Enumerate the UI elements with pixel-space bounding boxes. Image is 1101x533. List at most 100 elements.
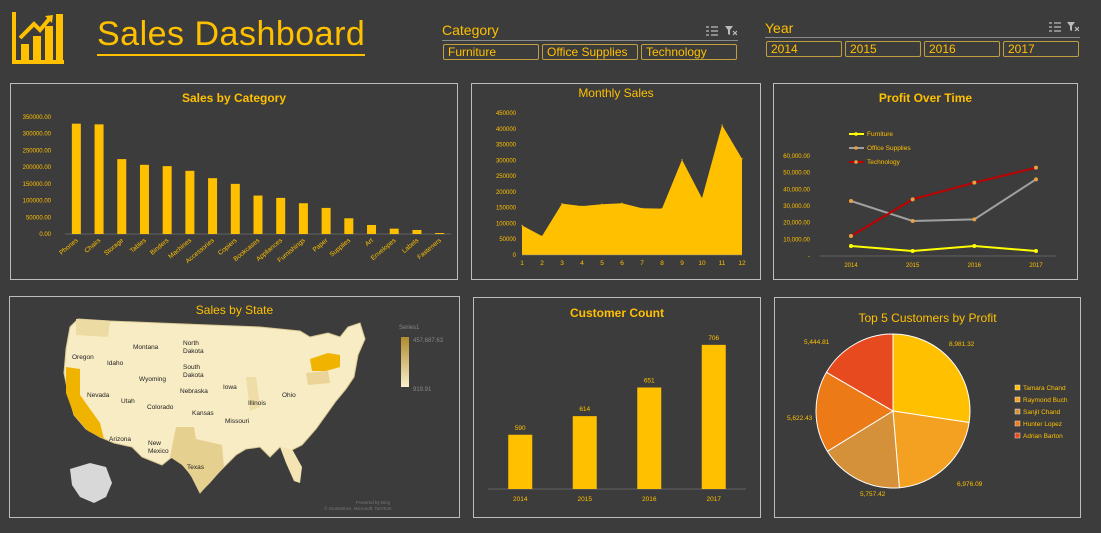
year-option-2015[interactable]: 2015 bbox=[845, 41, 921, 57]
y-tick-label: 300000 bbox=[496, 158, 517, 164]
legend-swatch bbox=[1014, 408, 1021, 415]
top-customers-panel[interactable]: Top 5 Customers by Profit 8,981.32 Tamara… bbox=[774, 297, 1081, 518]
chart-title: Profit Over Time bbox=[878, 91, 973, 105]
pennsylvania-region bbox=[306, 371, 330, 385]
data-point bbox=[721, 124, 723, 126]
data-point bbox=[541, 235, 543, 237]
y-tick-label: 40,000.00 bbox=[783, 187, 810, 193]
area-series bbox=[522, 124, 742, 255]
x-tick-label: Fasteners bbox=[416, 237, 443, 261]
series-line bbox=[850, 166, 1037, 237]
data-label: 651 bbox=[644, 377, 655, 384]
legend-swatch bbox=[1014, 420, 1021, 427]
state-label: Oregon bbox=[72, 354, 94, 361]
category-option-technology[interactable]: Technology bbox=[641, 44, 737, 60]
category-option-office-supplies[interactable]: Office Supplies bbox=[542, 44, 638, 60]
data-point bbox=[661, 208, 663, 210]
x-tick-label: Storage bbox=[103, 237, 125, 257]
legend-label: Office Supplies bbox=[867, 145, 911, 152]
y-tick-label: 20,000.00 bbox=[783, 221, 810, 227]
x-tick-label: 4 bbox=[580, 260, 584, 267]
data-point bbox=[1034, 249, 1038, 253]
data-label: 5,444.81 bbox=[804, 339, 830, 346]
x-tick-label: 2017 bbox=[707, 496, 722, 503]
data-point bbox=[681, 159, 683, 161]
bar bbox=[412, 229, 422, 234]
y-tick-label: 0.00 bbox=[39, 232, 51, 238]
bar bbox=[298, 203, 308, 234]
data-point bbox=[910, 197, 915, 202]
monthly-sales-panel[interactable]: Monthly Sales 450000 400000 350000 300000 25… bbox=[471, 83, 761, 280]
y-tick-label: 100000.00 bbox=[23, 199, 52, 205]
year-option-2016[interactable]: 2016 bbox=[924, 41, 1000, 57]
x-tick-label: Art bbox=[364, 237, 375, 248]
map-attribution: Powered by Bing bbox=[356, 500, 391, 505]
profit-over-time-panel[interactable]: Profit Over Time 60,000.00 50,000.00 40,00… bbox=[773, 83, 1078, 280]
x-tick-label: 3 bbox=[560, 260, 564, 267]
data-point bbox=[972, 244, 977, 248]
legend-marker bbox=[854, 146, 858, 150]
x-tick-label: 7 bbox=[640, 260, 644, 267]
category-slicer: Category Furniture Office Supplies Techn… bbox=[441, 20, 741, 64]
data-label: 590 bbox=[515, 425, 526, 432]
y-tick-label: 50000.00 bbox=[26, 215, 52, 221]
bar bbox=[230, 183, 240, 234]
top-customers-pie: 8,981.32 Tamara Chand 6,976.09 Raymond Buch… bbox=[787, 333, 1068, 498]
legend-label: Sanjit Chand bbox=[1023, 409, 1061, 416]
pie-slice bbox=[825, 333, 894, 412]
year-option-2014[interactable]: 2014 bbox=[766, 41, 842, 57]
bar bbox=[701, 344, 726, 489]
x-tick-label: 5 bbox=[600, 260, 604, 267]
bar bbox=[185, 170, 195, 234]
legend-label: Hunter Lopez bbox=[1023, 421, 1062, 428]
data-point bbox=[1034, 177, 1038, 182]
x-tick-label: 12 bbox=[738, 260, 746, 267]
x-tick-label: 2016 bbox=[642, 496, 657, 503]
category-option-furniture[interactable]: Furniture bbox=[443, 44, 539, 60]
y-tick-label: 400000 bbox=[496, 127, 517, 133]
alaska-shape bbox=[70, 463, 112, 503]
bar bbox=[637, 387, 662, 489]
bar bbox=[139, 164, 149, 234]
x-tick-label: 2014 bbox=[513, 496, 528, 503]
clear-filter-icon[interactable] bbox=[1067, 22, 1079, 32]
clear-filter-icon[interactable] bbox=[725, 26, 737, 36]
legend-swatch bbox=[1014, 432, 1021, 439]
year-option-2017[interactable]: 2017 bbox=[1003, 41, 1079, 57]
data-point bbox=[1034, 165, 1038, 170]
pie-slice bbox=[826, 410, 900, 489]
legend-marker bbox=[854, 160, 858, 164]
multi-select-icon[interactable] bbox=[1049, 22, 1061, 32]
state-label: Ohio bbox=[282, 392, 296, 399]
bar bbox=[94, 124, 104, 234]
bar bbox=[435, 232, 445, 234]
illinois-region bbox=[246, 377, 260, 411]
customer-count-panel[interactable]: Customer Count 590 2014 614 2015 651 2016 706 2… bbox=[473, 297, 761, 518]
legend-label: Adrian Barton bbox=[1023, 433, 1063, 440]
new-york-region bbox=[310, 353, 340, 371]
legend-label: Tamara Chand bbox=[1023, 385, 1066, 392]
legend-marker bbox=[854, 132, 858, 136]
state-label: Texas bbox=[187, 464, 205, 471]
multi-select-icon[interactable] bbox=[706, 26, 718, 36]
state-label: Nevada bbox=[87, 392, 110, 399]
sales-by-category-panel[interactable]: Sales by Category 350000.00 300000.00 2500… bbox=[10, 83, 458, 280]
y-tick-label: 350000.00 bbox=[23, 115, 52, 121]
y-tick-label: 50,000.00 bbox=[783, 171, 810, 177]
data-point bbox=[849, 244, 853, 248]
data-point bbox=[910, 249, 915, 253]
legend-label: Furniture bbox=[867, 131, 893, 138]
bar bbox=[71, 123, 81, 234]
series-line bbox=[850, 178, 1037, 223]
map-attribution: © GeoNames, Microsoft, TomTom bbox=[324, 505, 392, 511]
x-tick-label: 2017 bbox=[1029, 263, 1043, 269]
x-tick-label: 6 bbox=[620, 260, 624, 267]
sales-by-state-panel[interactable]: Sales by State Oregon Idaho Montana North Da… bbox=[9, 296, 460, 518]
state-label: South Dakota bbox=[183, 364, 204, 379]
california-region bbox=[66, 367, 104, 439]
state-label: Arizona bbox=[109, 436, 131, 443]
year-slicer-title: Year bbox=[765, 20, 794, 36]
x-tick-label: 2015 bbox=[578, 496, 593, 503]
bar bbox=[367, 224, 377, 234]
y-tick-label: 200000 bbox=[496, 190, 517, 196]
